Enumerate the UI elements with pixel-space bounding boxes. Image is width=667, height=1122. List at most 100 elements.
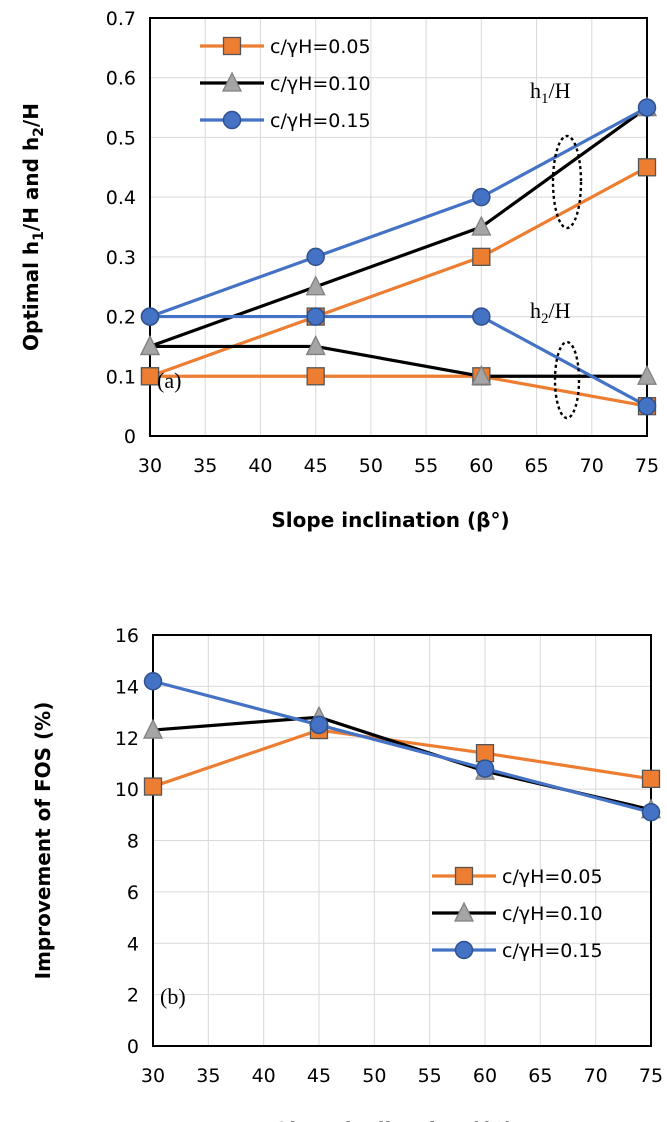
- data-point: [471, 215, 492, 236]
- data-point: [475, 744, 495, 763]
- legend-marker: [222, 110, 242, 130]
- y-tick-label: 0.7: [106, 8, 136, 30]
- annotation-ellipse: [551, 134, 583, 230]
- y-tick-label: 16: [115, 625, 139, 647]
- legend-label: c/γH=0.05: [270, 36, 371, 58]
- series-line: [152, 728, 652, 789]
- chart-panel-a: 0 0.1 0.2 0.3 0.4 0.5 0.6 0.7 30 35 40 45 50 55 60 65 70…: [19, 8, 659, 532]
- x-tick-label: 35: [196, 1065, 220, 1087]
- data-point: [637, 158, 657, 177]
- y-axis-title-part: /H and h: [19, 137, 43, 231]
- data-point: [305, 334, 326, 356]
- x-tick-label: 55: [414, 455, 438, 477]
- series-markers: [142, 671, 662, 822]
- data-point: [637, 396, 657, 416]
- panel-label: (a): [157, 368, 181, 393]
- data-point: [140, 367, 160, 386]
- x-tick-label: 70: [584, 1065, 608, 1087]
- x-tick-label: 55: [418, 1065, 442, 1087]
- legend-label: c/γH=0.15: [270, 110, 371, 132]
- x-tick-label: 45: [304, 455, 328, 477]
- data-point: [143, 777, 163, 796]
- y-tick-label: 0.6: [106, 68, 136, 90]
- y-tick-label: 0: [127, 1036, 139, 1058]
- data-point: [475, 759, 495, 778]
- series-lines: [152, 679, 652, 814]
- y-axis-title-subscript: 1: [31, 231, 47, 241]
- data-point: [142, 718, 164, 739]
- data-point: [306, 247, 325, 267]
- y-tick-label: 4: [127, 933, 139, 955]
- data-point: [472, 307, 491, 326]
- data-point: [641, 802, 661, 822]
- y-tick-label: 12: [115, 728, 139, 750]
- annotation-label: h1/H: [530, 78, 571, 107]
- x-tick-label: 60: [469, 455, 493, 477]
- x-tick-label: 50: [359, 455, 383, 477]
- x-tick-label: 70: [580, 455, 604, 477]
- x-tick-label: 35: [193, 455, 217, 477]
- y-tick-label: 2: [127, 985, 139, 1007]
- data-point: [637, 98, 657, 117]
- x-tick-label: 75: [639, 1065, 663, 1087]
- x-tick-label: 65: [528, 1065, 552, 1087]
- y-tick-label: 0.1: [106, 366, 136, 388]
- y-tick-label: 0.5: [106, 127, 136, 149]
- series-markers: [139, 96, 658, 416]
- data-point: [471, 364, 492, 385]
- series-line: [152, 679, 652, 814]
- series-line: [150, 374, 648, 408]
- y-axis-title: Improvement of FOS (%): [31, 702, 55, 980]
- data-point: [641, 769, 661, 788]
- x-axis-title: Slope inclination (β°): [275, 1118, 513, 1122]
- y-tick-label: 0.2: [106, 307, 136, 329]
- data-point: [305, 275, 326, 296]
- annotation-subscript: 1: [541, 91, 549, 107]
- legend-label: c/γH=0.15: [502, 940, 603, 962]
- x-tick-label: 30: [138, 455, 162, 477]
- y-axis-title: Optimal h1/H and h2/H: [19, 103, 47, 351]
- y-tick-label: 6: [127, 882, 139, 904]
- x-axis-title: Slope inclination (β°): [271, 508, 509, 532]
- legend-marker: [454, 940, 474, 960]
- annotation-rest: /H: [549, 298, 571, 323]
- x-tick-label: 30: [141, 1065, 165, 1087]
- annotation-base: h: [530, 78, 541, 103]
- data-point: [140, 307, 160, 326]
- x-tick-label: 60: [473, 1065, 497, 1087]
- legend: c/γH=0.05 c/γH=0.10 c/γH=0.15: [200, 36, 371, 132]
- legend-label: c/γH=0.10: [502, 903, 603, 925]
- annotation-rest: /H: [549, 78, 571, 103]
- y-tick-label: 14: [115, 676, 139, 698]
- x-tick-label: 40: [252, 1065, 276, 1087]
- data-point: [306, 367, 325, 386]
- x-tick-label: 50: [362, 1065, 386, 1087]
- series-line: [152, 715, 652, 812]
- plot-area-border: [152, 634, 652, 1047]
- series-line: [149, 106, 648, 319]
- x-tick-label: 45: [307, 1065, 331, 1087]
- data-point: [636, 364, 658, 385]
- annotation-subscript: 2: [541, 311, 549, 327]
- plot-area-border: [149, 17, 648, 437]
- legend-label: c/γH=0.05: [502, 866, 603, 888]
- legend-marker: [221, 71, 243, 92]
- y-axis-title-part: /H: [19, 103, 43, 127]
- x-tick-label: 40: [248, 455, 272, 477]
- y-axis-title-subscript: 2: [31, 127, 47, 137]
- data-point: [139, 334, 161, 356]
- chart-panel-b: 0 2 4 6 8 10 12 14 16 30 35 40 45 50 55 60 65 70 75 Slope i…: [31, 625, 663, 1122]
- data-point: [309, 715, 329, 735]
- series-line: [150, 314, 648, 408]
- panel-label: (b): [160, 984, 186, 1009]
- y-tick-label: 0.4: [106, 187, 136, 209]
- series-lines: [149, 106, 648, 408]
- legend-marker: [222, 36, 242, 56]
- y-tick-label: 8: [127, 831, 139, 853]
- annotation-ellipse: [553, 340, 581, 420]
- annotation-label: h2/H: [530, 298, 571, 327]
- y-tick-label: 0.3: [106, 247, 136, 269]
- data-point: [472, 247, 491, 267]
- annotation-base: h: [530, 298, 541, 323]
